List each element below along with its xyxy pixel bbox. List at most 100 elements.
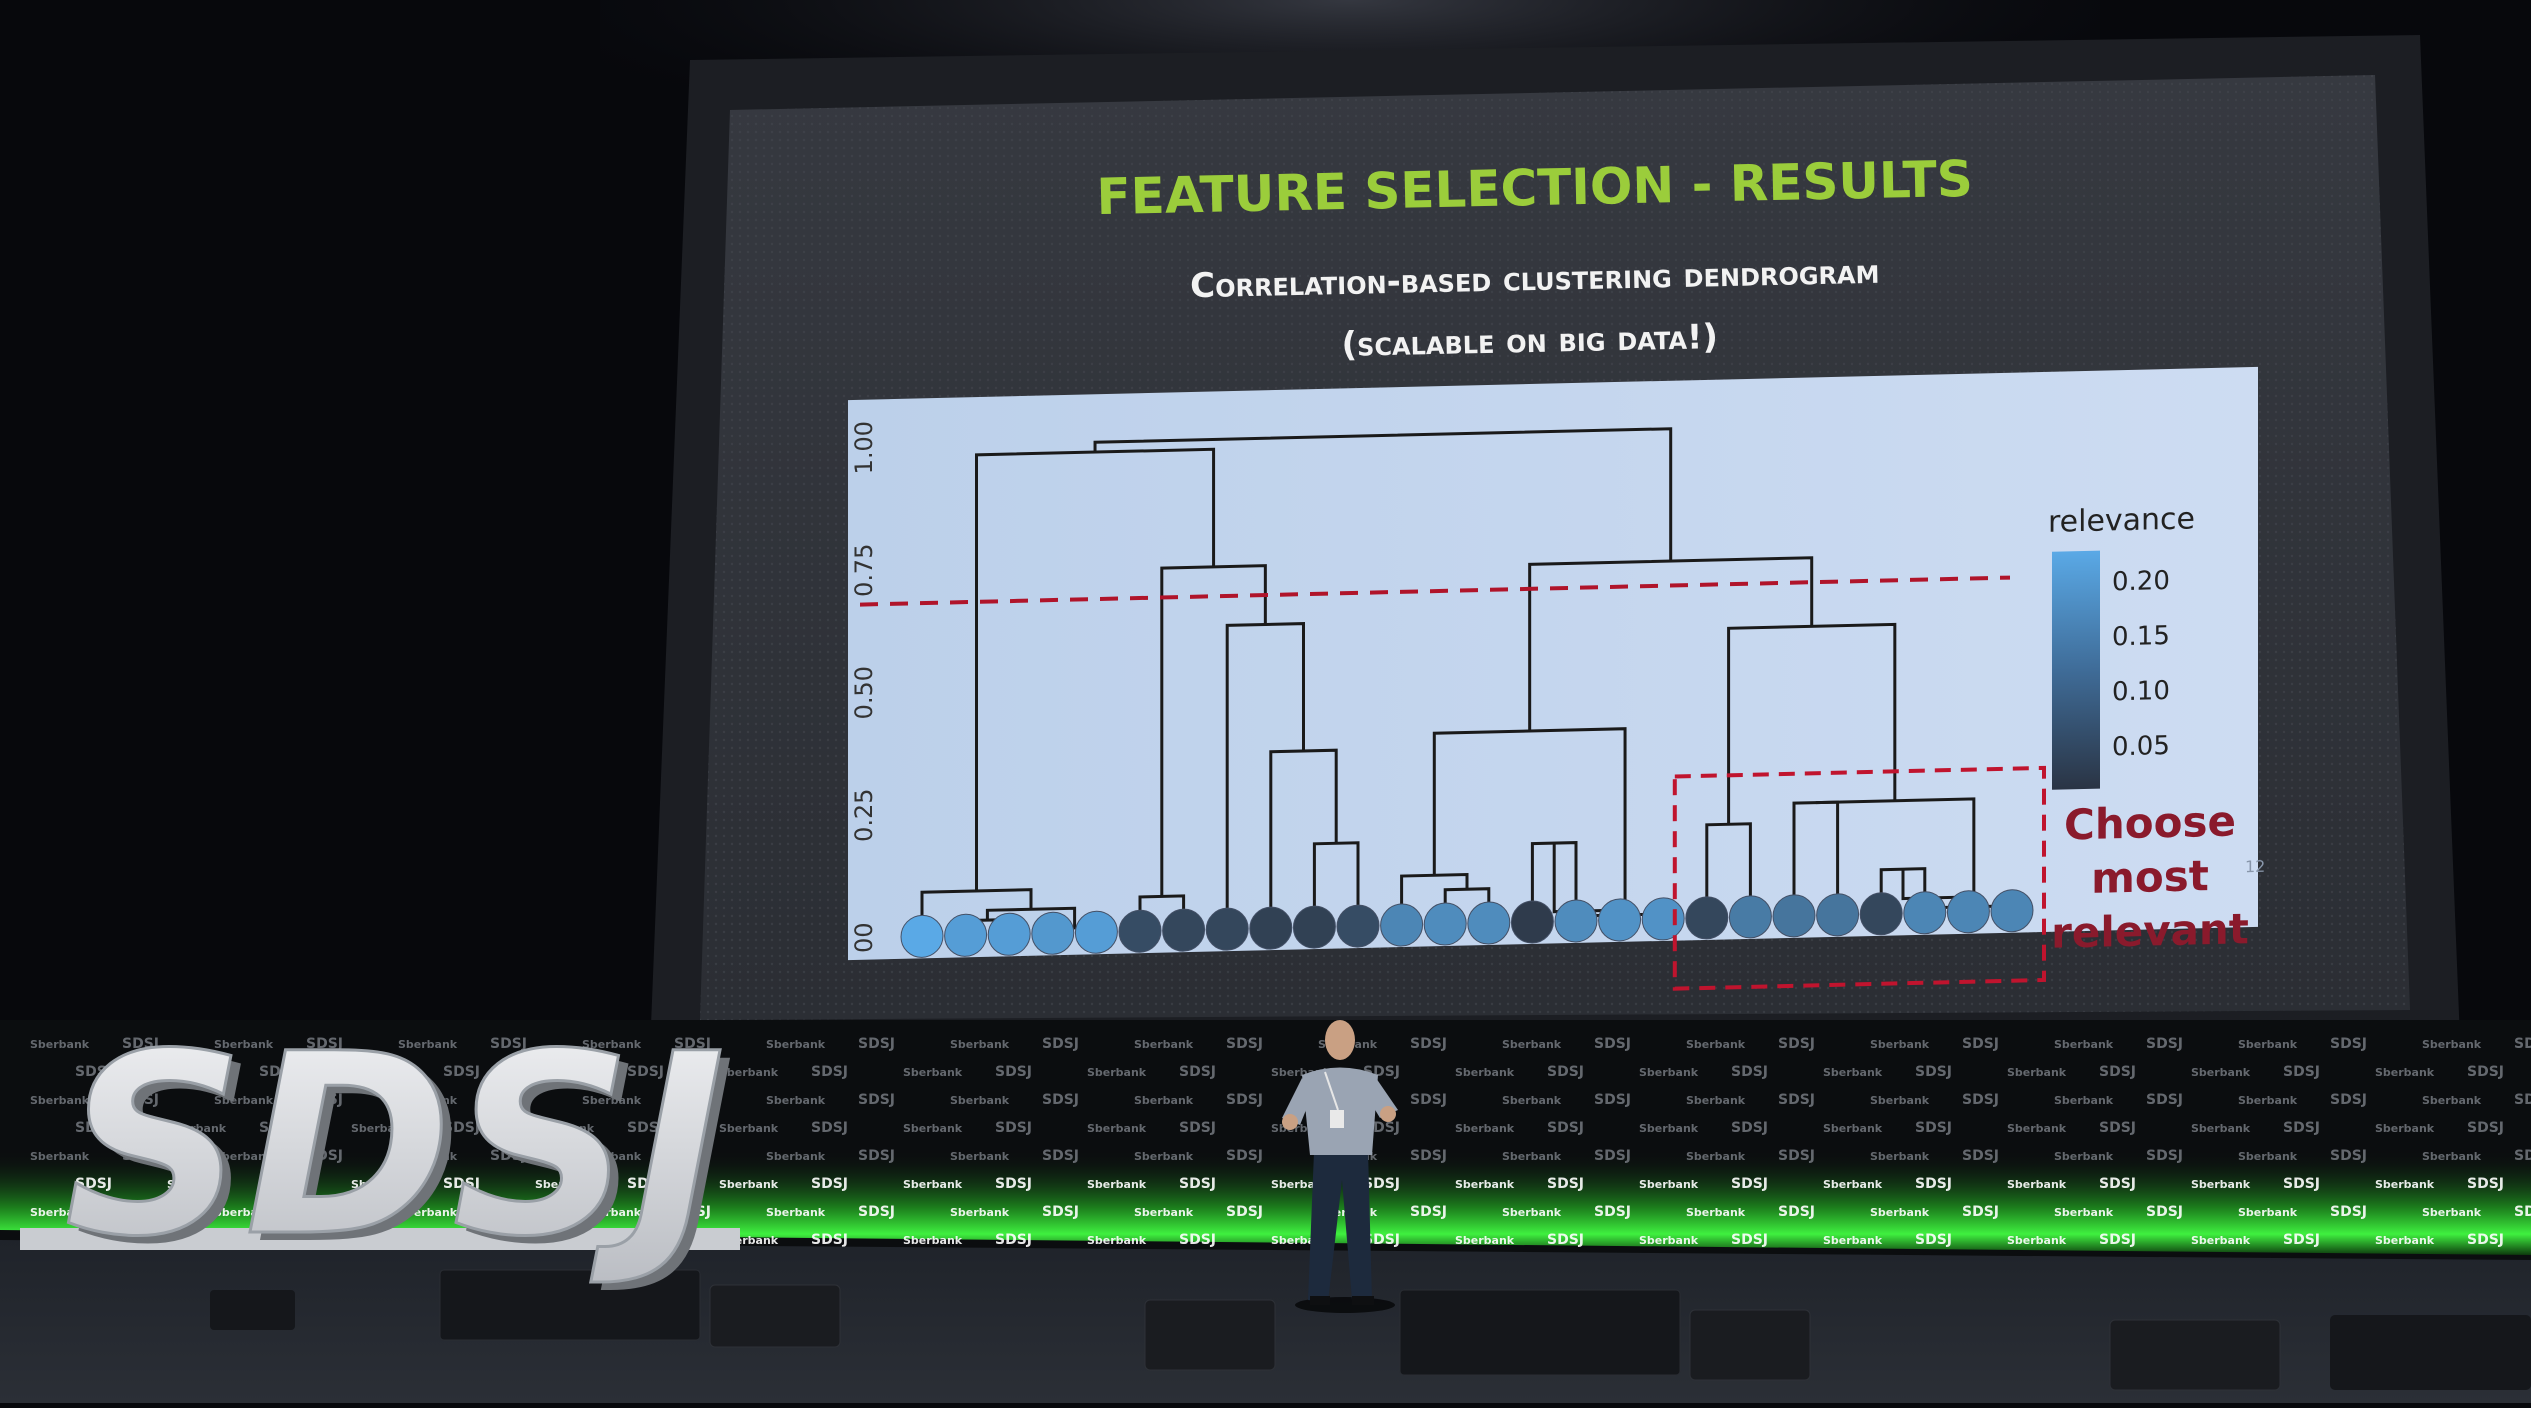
y-tick-label: 00 (850, 922, 878, 953)
wall-sponsor-logo: Sberbank (2007, 1234, 2067, 1247)
wall-event-logo: SDSJ (858, 1036, 895, 1052)
wall-event-logo: SDSJ (2146, 1148, 2183, 1164)
wall-event-logo: SDSJ (2099, 1176, 2136, 1192)
leaf-node (1772, 894, 1816, 938)
event-logo-sculpture: SDSJ SDSJ (20, 999, 740, 1299)
wall-event-logo: SDSJ (627, 1176, 664, 1192)
wall-sponsor-logo: Sberbank (30, 1150, 90, 1163)
wall-event-logo: SDSJ (2467, 1120, 2504, 1136)
wall-event-logo: SDSJ (122, 1148, 159, 1164)
leaf-node (1423, 902, 1467, 946)
wall-event-logo: SDSJ (995, 1120, 1032, 1136)
wall-event-logo: SDSJ (490, 1148, 527, 1164)
wall-sponsor-logo: Sberbank (2238, 1206, 2298, 1219)
wall-sponsor-logo: Sberbank (2422, 1094, 2482, 1107)
wall-sponsor-logo: Sberbank (30, 1094, 90, 1107)
dendrogram-panel: 00 0.25 0.50 0.75 1.00 relevance 0.20 0.15 0.1… (848, 366, 2265, 991)
wall-event-logo: SDSJ (1410, 1092, 1447, 1108)
sdsj-logo-letters: SDSJ (65, 1000, 726, 1291)
wall-event-logo: SDSJ (1179, 1064, 1216, 1080)
wall-event-logo: SDSJ (2283, 1120, 2320, 1136)
wall-event-logo: SDSJ (1915, 1176, 1952, 1192)
wall-event-logo: SDSJ (490, 1204, 527, 1220)
wall-event-logo: SDSJ (1179, 1120, 1216, 1136)
wall-event-logo: SDSJ (2467, 1232, 2504, 1248)
wall-sponsor-logo: Sberbank (398, 1038, 458, 1051)
plot-background (848, 366, 2258, 961)
wall-event-logo: SDSJ (1547, 1232, 1584, 1248)
wall-sponsor-logo: Sberbank (30, 1206, 90, 1219)
wall-sponsor-logo: Sberbank (766, 1038, 826, 1051)
wall-sponsor-logo: Sberbank (2422, 1150, 2482, 1163)
wall-event-logo: SDSJ (1962, 1148, 1999, 1164)
leaf-node (1118, 909, 1162, 953)
wall-sponsor-logo: Sberbank (766, 1206, 826, 1219)
wall-event-logo: SDSJ (858, 1092, 895, 1108)
wall-event-logo: SDSJ (1594, 1204, 1631, 1220)
wall-event-logo: SDSJ (2467, 1064, 2504, 1080)
wall-logo-pattern: Sberbank SDSJ Sberbank SDSJ Sberbank SDSJ Sber… (30, 1036, 2531, 1248)
wall-sponsor-logo: Sberbank (2238, 1038, 2298, 1051)
wall-sponsor-logo: Sberbank (167, 1122, 227, 1135)
leaf-node (1903, 891, 1947, 935)
wall-event-logo: SDSJ (259, 1064, 296, 1080)
wall-event-logo: SDSJ (1410, 1036, 1447, 1052)
dendrogram-link (1269, 748, 1338, 929)
wall-sponsor-logo: Sberbank (719, 1178, 779, 1191)
wall-event-logo: SDSJ (490, 1092, 527, 1108)
wall-sponsor-logo: Sberbank (1455, 1122, 1515, 1135)
wall-sponsor-logo: Sberbank (535, 1066, 595, 1079)
wall-event-logo: SDSJ (1042, 1204, 1079, 1220)
wall-sponsor-logo: Sberbank (582, 1094, 642, 1107)
wall-sponsor-logo: Sberbank (1134, 1150, 1194, 1163)
wall-event-logo: SDSJ (811, 1064, 848, 1080)
wall-event-logo: SDSJ (75, 1176, 112, 1192)
wall-event-logo: SDSJ (490, 1036, 527, 1052)
leaf-node (1641, 897, 1685, 941)
wall-event-logo: SDSJ (443, 1064, 480, 1080)
leaf-node (1990, 889, 2034, 933)
wall-event-logo: SDSJ (1778, 1092, 1815, 1108)
wall-event-logo: SDSJ (443, 1120, 480, 1136)
wall-sponsor-logo: Sberbank (766, 1094, 826, 1107)
stage-monitor-speaker (1144, 1299, 1276, 1371)
wall-event-logo: SDSJ (306, 1204, 343, 1220)
y-tick-label: 0.25 (850, 788, 878, 842)
wall-sponsor-logo: Sberbank (903, 1122, 963, 1135)
wall-event-logo: SDSJ (674, 1148, 711, 1164)
wall-event-logo: SDSJ (2146, 1092, 2183, 1108)
wall-event-logo: SDSJ (1778, 1204, 1815, 1220)
wall-event-logo: SDSJ (1226, 1204, 1263, 1220)
stage-monitor-speaker (439, 1269, 701, 1341)
slide-page-number: 12 (2245, 857, 2265, 876)
wall-sponsor-logo: Sberbank (351, 1122, 411, 1135)
stage-monitor-speaker (2330, 1315, 2531, 1390)
colorbar: relevance 0.20 0.15 0.10 0.05 (2048, 501, 2195, 790)
wall-sponsor-logo: Sberbank (1455, 1178, 1515, 1191)
wall-sponsor-logo: Sberbank (30, 1038, 90, 1051)
wall-sponsor-logo: Sberbank (1870, 1150, 1930, 1163)
wall-event-logo: SDSJ (811, 1176, 848, 1192)
wall-sponsor-logo: Sberbank (950, 1150, 1010, 1163)
callout-line1: Choose (2064, 796, 2236, 849)
wall-event-logo: SDSJ (2514, 1148, 2531, 1164)
wall-sponsor-logo: Sberbank (1502, 1094, 1562, 1107)
wall-event-logo: SDSJ (1731, 1176, 1768, 1192)
wall-sponsor-logo: Sberbank (1455, 1066, 1515, 1079)
colorbar-gradient (2052, 550, 2100, 790)
wall-event-logo: SDSJ (443, 1176, 480, 1192)
wall-sponsor-logo: Sberbank (1823, 1066, 1883, 1079)
wall-sponsor-logo: Sberbank (1823, 1178, 1883, 1191)
leaf-node (1816, 893, 1860, 937)
wall-sponsor-logo: Sberbank (2375, 1234, 2435, 1247)
colorbar-tick-label: 0.05 (2112, 731, 2170, 762)
wall-event-logo: SDSJ (627, 1064, 664, 1080)
wall-event-logo: SDSJ (75, 1120, 112, 1136)
wall-sponsor-logo: Sberbank (1502, 1038, 1562, 1051)
wall-sponsor-logo: Sberbank (167, 1178, 227, 1191)
callout-line2: most (2091, 851, 2209, 903)
leaf-node (1598, 898, 1642, 942)
wall-event-logo: SDSJ (811, 1120, 848, 1136)
wall-sponsor-logo: Sberbank (398, 1094, 458, 1107)
leaf-node (1510, 900, 1554, 944)
